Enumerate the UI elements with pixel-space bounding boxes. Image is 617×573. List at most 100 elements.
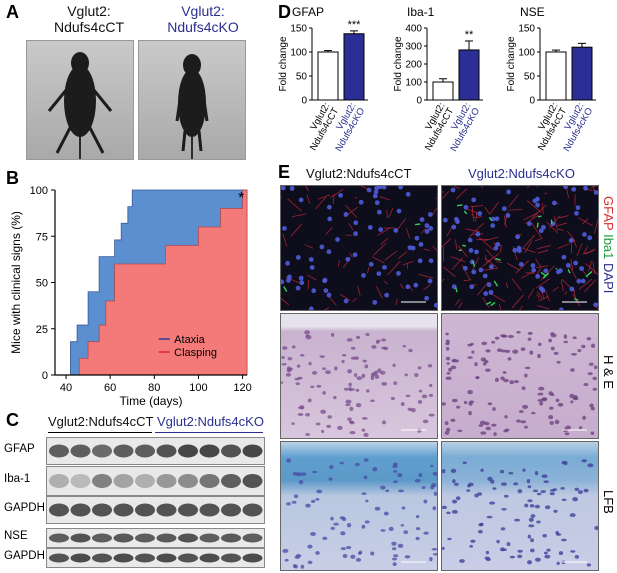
if-ko-svg bbox=[442, 186, 598, 310]
blot-band bbox=[178, 444, 198, 458]
blot-band bbox=[199, 553, 220, 563]
y-tick-label: 150 bbox=[290, 24, 307, 35]
ko-genotype-label: Vglut2: Ndufs4cKO bbox=[148, 3, 258, 35]
blot-band bbox=[70, 503, 91, 517]
blot-band bbox=[135, 553, 155, 563]
x-tick-label: 60 bbox=[104, 382, 116, 394]
chart-title: Iba-1 bbox=[407, 5, 435, 19]
panel-d-label: D bbox=[278, 2, 291, 22]
blot-band bbox=[49, 503, 69, 517]
panel-c-label: C bbox=[6, 410, 19, 430]
he-ko-image bbox=[441, 313, 599, 439]
blot-band bbox=[135, 444, 155, 458]
blot-row-label: NSE bbox=[4, 530, 28, 542]
blot-band bbox=[113, 444, 134, 458]
x-tick-label: 120 bbox=[233, 382, 251, 394]
panel-b-label: B bbox=[6, 168, 19, 188]
ko-mouse-photo bbox=[138, 40, 246, 160]
blot-band bbox=[221, 553, 241, 563]
y-tick-label: 50 bbox=[524, 72, 536, 83]
blot-band bbox=[135, 503, 155, 517]
y-tick-label: 100 bbox=[405, 78, 422, 89]
bar-1 bbox=[458, 49, 480, 101]
lfb-ct-svg bbox=[282, 458, 437, 569]
blot-band bbox=[199, 444, 220, 458]
significance-label: *** bbox=[348, 19, 362, 31]
blot-band bbox=[70, 444, 91, 458]
blot-band bbox=[156, 444, 177, 458]
blot-band bbox=[221, 503, 241, 517]
stain-gfap: GFAP bbox=[601, 196, 616, 231]
blot-band bbox=[221, 474, 241, 488]
blot-row-label: GFAP bbox=[4, 443, 35, 455]
significance-star: * bbox=[238, 190, 244, 207]
bar-1 bbox=[343, 33, 365, 101]
blot-band bbox=[221, 533, 241, 543]
blot-ct-group-label: Vglut2:Ndufs4cCT bbox=[48, 414, 154, 429]
blot-band bbox=[221, 444, 241, 458]
blot-band bbox=[92, 533, 112, 543]
legend-ataxia: Ataxia bbox=[174, 334, 205, 346]
y-tick-label: 200 bbox=[405, 60, 422, 71]
he-ct-svg bbox=[281, 330, 435, 437]
ko-line1: Vglut2: bbox=[181, 3, 225, 19]
blot-band bbox=[178, 503, 198, 517]
blot-band bbox=[178, 553, 198, 563]
ct-genotype-label: Vglut2: Ndufs4cCT bbox=[34, 3, 144, 35]
area-clasping bbox=[74, 189, 248, 376]
y-tick-label: 400 bbox=[405, 24, 422, 35]
y-tick-label: 75 bbox=[36, 231, 48, 243]
blot-band bbox=[135, 474, 155, 488]
panel-e-label: E bbox=[278, 162, 291, 182]
if-ct-image bbox=[280, 185, 438, 311]
lfb-ct-image bbox=[280, 441, 438, 571]
y-axis-label: Fold change bbox=[278, 36, 289, 91]
blot-band bbox=[70, 553, 91, 563]
lfb-ko-svg bbox=[442, 459, 598, 567]
blot-band bbox=[113, 503, 134, 517]
he-ko-svg bbox=[442, 330, 598, 436]
blot-band bbox=[92, 553, 112, 563]
blot-band bbox=[70, 474, 91, 488]
y-axis-label: Fold change bbox=[393, 36, 404, 91]
y-tick-label: 100 bbox=[518, 48, 535, 59]
lfb-ko-image bbox=[441, 441, 599, 571]
if-ct-svg bbox=[281, 186, 437, 310]
blot-band bbox=[49, 444, 69, 458]
legend-clasping: Clasping bbox=[174, 347, 217, 359]
stain-dapi: DAPI bbox=[601, 263, 616, 294]
blot-band bbox=[242, 533, 263, 543]
blot-band bbox=[135, 533, 155, 543]
chart-title: NSE bbox=[520, 5, 545, 19]
stain-lfb: LFB bbox=[601, 490, 616, 514]
blot-band bbox=[156, 533, 177, 543]
ko-group-bar bbox=[155, 432, 263, 433]
if-ko-image bbox=[441, 185, 599, 311]
blot-band bbox=[156, 553, 177, 563]
significance-label: ** bbox=[465, 29, 474, 41]
blot-row-label: GAPDH bbox=[4, 550, 45, 562]
blot-band bbox=[199, 503, 220, 517]
blot-band bbox=[199, 533, 220, 543]
stain-he: H & E bbox=[601, 355, 616, 389]
bar-0 bbox=[317, 51, 339, 101]
y-tick-label: 150 bbox=[518, 24, 535, 35]
blot-band bbox=[156, 503, 177, 517]
blot-band bbox=[178, 533, 198, 543]
blot-band bbox=[113, 553, 134, 563]
panel-a-label: A bbox=[6, 2, 19, 22]
survival-chart: 0 25 50 75 100 40 60 80 100 120 Time (days) Mice wi… bbox=[9, 185, 252, 408]
blot-band bbox=[70, 533, 91, 543]
y-tick-label: 25 bbox=[36, 324, 48, 336]
bar-1 bbox=[571, 46, 593, 101]
ko-line2: Ndufs4cKO bbox=[167, 19, 239, 35]
ct-group-bar bbox=[48, 432, 152, 433]
he-ct-image bbox=[280, 313, 438, 439]
y-tick-label: 0 bbox=[301, 96, 307, 107]
blot-row-gapdh bbox=[46, 496, 265, 524]
blot-band bbox=[242, 503, 263, 517]
ct-line1: Vglut2: bbox=[67, 3, 111, 19]
y-tick-label: 0 bbox=[416, 96, 422, 107]
